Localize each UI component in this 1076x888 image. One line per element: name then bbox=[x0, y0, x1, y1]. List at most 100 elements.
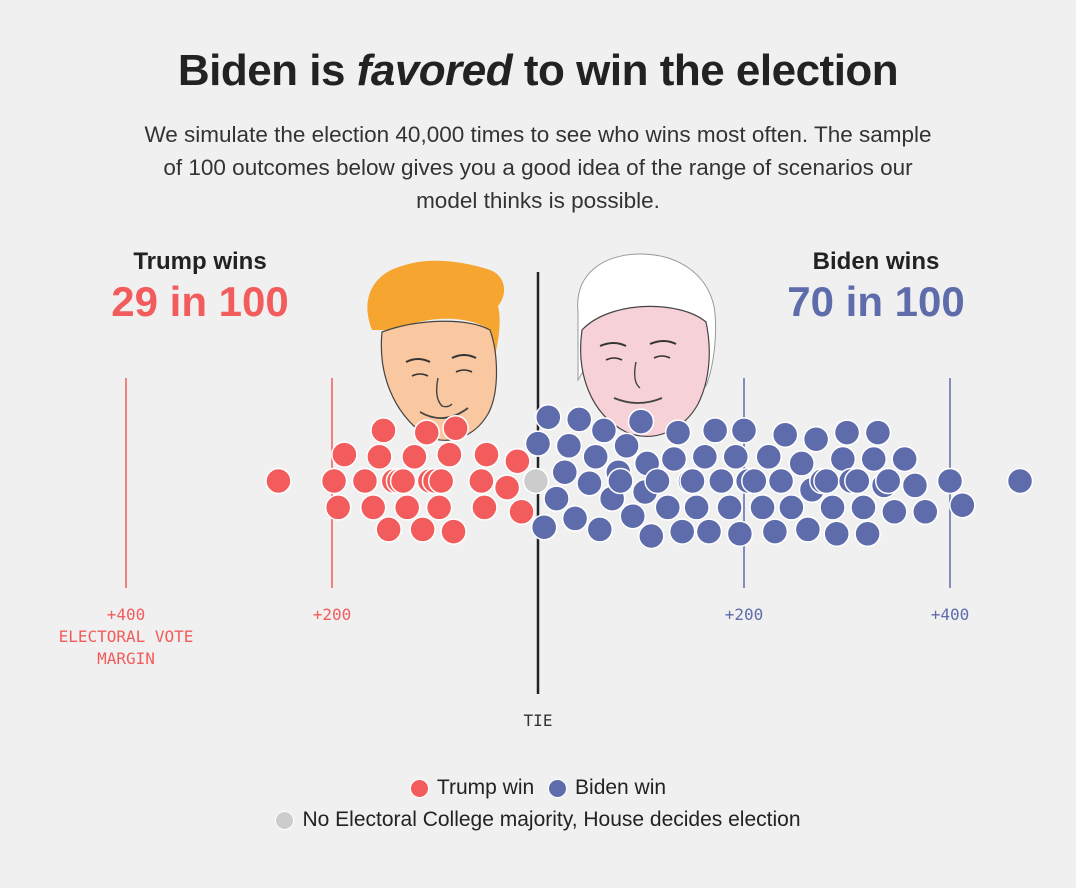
outcome-dot-biden bbox=[936, 467, 964, 495]
outcome-dot-biden bbox=[722, 443, 750, 471]
outcome-dot-biden bbox=[1006, 467, 1034, 495]
tick-label-biden-200: +200 bbox=[725, 605, 764, 624]
outcome-dot-biden bbox=[582, 443, 609, 471]
outcome-dot-trump bbox=[471, 494, 498, 521]
outcome-dot-biden bbox=[767, 467, 795, 495]
outcome-dot-biden bbox=[794, 516, 822, 543]
biden-wins-value: 70 in 100 bbox=[787, 278, 965, 325]
outcome-dot-trump bbox=[393, 494, 421, 521]
outcome-dot-biden bbox=[683, 494, 710, 521]
outcome-dot-biden bbox=[778, 494, 805, 521]
subtitle-line: model thinks is possible. bbox=[416, 188, 660, 213]
outcome-dot-biden bbox=[701, 417, 729, 444]
outcome-dot-biden bbox=[543, 485, 570, 512]
outcome-dot-biden bbox=[535, 403, 562, 431]
tick-label-trump-400: +400 bbox=[107, 605, 146, 624]
outcome-dot-trump bbox=[504, 447, 531, 475]
legend-biden: Biden win bbox=[548, 776, 666, 800]
outcome-dot-biden bbox=[638, 522, 665, 550]
outcome-dot-trump bbox=[473, 441, 500, 468]
outcome-dot-biden bbox=[555, 432, 583, 460]
outcome-dot-biden bbox=[691, 443, 719, 471]
legend-row-1: Trump win Biden win bbox=[0, 776, 1076, 804]
tick-label-trump-200: +200 bbox=[313, 605, 352, 624]
outcome-dot-trump bbox=[366, 443, 393, 471]
outcome-dot-biden bbox=[627, 408, 655, 435]
outcome-dot-biden bbox=[813, 467, 840, 495]
outcome-dot-biden bbox=[850, 494, 877, 521]
outcome-dot-biden bbox=[716, 494, 743, 521]
outcome-dot-trump bbox=[427, 467, 455, 495]
outcome-dot-biden bbox=[864, 419, 892, 446]
subtitle: We simulate the election 40,000 times to… bbox=[40, 118, 1036, 217]
outcome-dot-biden bbox=[561, 505, 589, 532]
title-part-1: Biden is bbox=[177, 46, 346, 95]
outcome-dot-biden bbox=[949, 491, 976, 519]
outcome-dot-trump bbox=[425, 494, 453, 521]
outcome-dot-trump bbox=[351, 467, 379, 495]
axis-title-line: MARGIN bbox=[97, 649, 155, 668]
outcome-dot-biden bbox=[844, 467, 871, 495]
outcome-dot-trump bbox=[401, 443, 428, 471]
outcome-dot-biden bbox=[749, 494, 776, 521]
outcome-dot-biden bbox=[590, 417, 618, 444]
outcome-dot-biden bbox=[891, 445, 918, 473]
outcome-dot-biden bbox=[912, 498, 939, 526]
outcome-dot-trump bbox=[370, 417, 397, 444]
outcome-dot-biden bbox=[660, 445, 688, 473]
outcome-dot-biden bbox=[668, 518, 696, 545]
legend-row-2: No Electoral College majority, House dec… bbox=[0, 808, 1076, 836]
subtitle-line: of 100 outcomes below gives you a good i… bbox=[163, 155, 913, 180]
biden-wins-label: Biden wins bbox=[812, 248, 940, 275]
outcome-dot-trump bbox=[468, 467, 495, 495]
outcome-dot-biden bbox=[565, 406, 593, 433]
outcome-dot-trump bbox=[442, 414, 469, 442]
trump-swatch-icon bbox=[409, 778, 429, 798]
outcome-dot-biden bbox=[829, 445, 857, 473]
outcome-dot-biden bbox=[874, 467, 902, 495]
outcome-dot-trump bbox=[409, 516, 436, 543]
subtitle-line: We simulate the election 40,000 times to… bbox=[144, 122, 932, 147]
outcome-dot-biden bbox=[854, 520, 881, 548]
axis-title-line: ELECTORAL VOTE bbox=[59, 627, 194, 646]
outcome-dot-trump bbox=[493, 474, 521, 501]
trump-wins-value: 29 in 100 bbox=[111, 278, 289, 325]
outcome-dot-biden bbox=[613, 432, 640, 460]
outcome-dot-biden bbox=[755, 443, 782, 471]
outcome-dot-biden bbox=[788, 450, 815, 477]
outcome-dot-biden bbox=[761, 518, 789, 545]
outcome-dot-biden bbox=[708, 467, 735, 495]
outcome-dot-trump bbox=[324, 494, 352, 521]
outcome-dot-biden bbox=[823, 520, 850, 548]
outcome-dot-trump bbox=[413, 419, 441, 446]
outcome-dot-biden bbox=[833, 419, 861, 446]
tie-swatch-icon bbox=[275, 810, 295, 830]
trump-portrait bbox=[367, 260, 505, 441]
outcome-dot-biden bbox=[819, 494, 846, 521]
title-emphasis: favored bbox=[356, 46, 513, 95]
outcome-dot-tie bbox=[522, 467, 550, 495]
outcome-dot-trump bbox=[375, 516, 402, 543]
legend-trump-label: Trump win bbox=[436, 776, 535, 799]
outcome-dot-trump bbox=[331, 441, 358, 468]
outcome-dot-biden bbox=[551, 458, 579, 486]
outcome-dot-biden bbox=[619, 502, 647, 530]
outcome-dot-biden bbox=[802, 425, 830, 453]
legend-biden-label: Biden win bbox=[575, 776, 667, 799]
biden-portrait bbox=[577, 253, 717, 437]
outcome-dot-trump bbox=[265, 467, 292, 495]
outcome-dot-biden bbox=[726, 520, 754, 548]
outcome-dot-biden bbox=[679, 467, 706, 495]
outcome-dot-biden bbox=[901, 472, 929, 499]
outcome-dot-biden bbox=[576, 469, 603, 497]
outcome-dot-biden bbox=[586, 516, 614, 543]
outcome-dot-trump bbox=[436, 441, 463, 468]
outcome-dot-biden bbox=[664, 419, 692, 446]
outcome-dot-biden bbox=[607, 467, 634, 495]
legend-tie: No Electoral College majority, House dec… bbox=[275, 808, 801, 832]
outcome-dot-biden bbox=[654, 494, 682, 521]
outcome-dot-trump bbox=[359, 494, 387, 521]
outcome-dot-biden bbox=[695, 518, 723, 545]
page-title: Biden is favored to win the election bbox=[0, 46, 1076, 96]
